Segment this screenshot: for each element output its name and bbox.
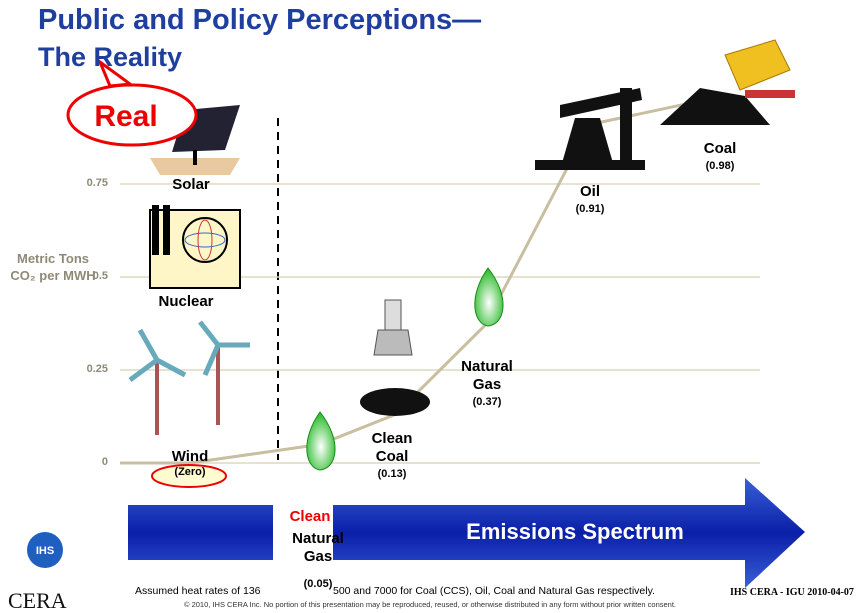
- wind-icon: [130, 322, 250, 435]
- logo-cera: CERA: [8, 588, 67, 613]
- y-tick-label: 0.75: [68, 177, 108, 189]
- copyright: © 2010, IHS CERA Inc. No portion of this…: [184, 600, 676, 609]
- title: The Reality: [38, 42, 182, 73]
- category-label: Coal: [690, 140, 750, 158]
- highlight-prefix: Clean: [280, 508, 340, 526]
- chart: Real IHS CERA Emissions Spectrum Assumed…: [0, 0, 861, 613]
- oil-pump-icon: [535, 88, 645, 170]
- logo-ihs: IHS: [36, 545, 54, 557]
- source: IHS CERA - IGU 2010-04-07: [730, 587, 854, 598]
- category-label: Solar: [155, 176, 227, 194]
- nuclear-icon: [150, 205, 240, 288]
- y-tick-label: 0.25: [68, 363, 108, 375]
- category-label: Clean Coal: [362, 430, 422, 466]
- value-label: (0.37): [452, 396, 522, 408]
- value-label: (0.91): [560, 203, 620, 215]
- value-label: (0.13): [362, 468, 422, 480]
- value-label: (0.98): [690, 160, 750, 172]
- category-label: Wind: [160, 448, 220, 466]
- footnote: 500 and 7000 for Coal (CCS), Oil, Coal a…: [333, 585, 655, 597]
- slide: Real IHS CERA Emissions Spectrum Assumed…: [0, 0, 861, 613]
- category-label: Natural Gas: [288, 530, 348, 566]
- callout-text: Real: [94, 100, 157, 133]
- y-tick-label: 0.5: [68, 270, 108, 282]
- arrow-text: Emissions Spectrum: [466, 519, 684, 544]
- category-label: Natural Gas: [452, 358, 522, 394]
- y-tick-label: 0: [68, 456, 108, 468]
- title: Public and Policy Perceptions—: [38, 4, 481, 37]
- category-label: Oil: [560, 183, 620, 201]
- value-label: (Zero): [160, 466, 220, 478]
- footnote: Assumed heat rates of 136: [135, 585, 261, 597]
- coal-icon: [660, 40, 795, 125]
- clean-coal-icon: [360, 300, 430, 416]
- category-label: Nuclear: [150, 293, 222, 311]
- value-label: (0.05): [288, 578, 348, 590]
